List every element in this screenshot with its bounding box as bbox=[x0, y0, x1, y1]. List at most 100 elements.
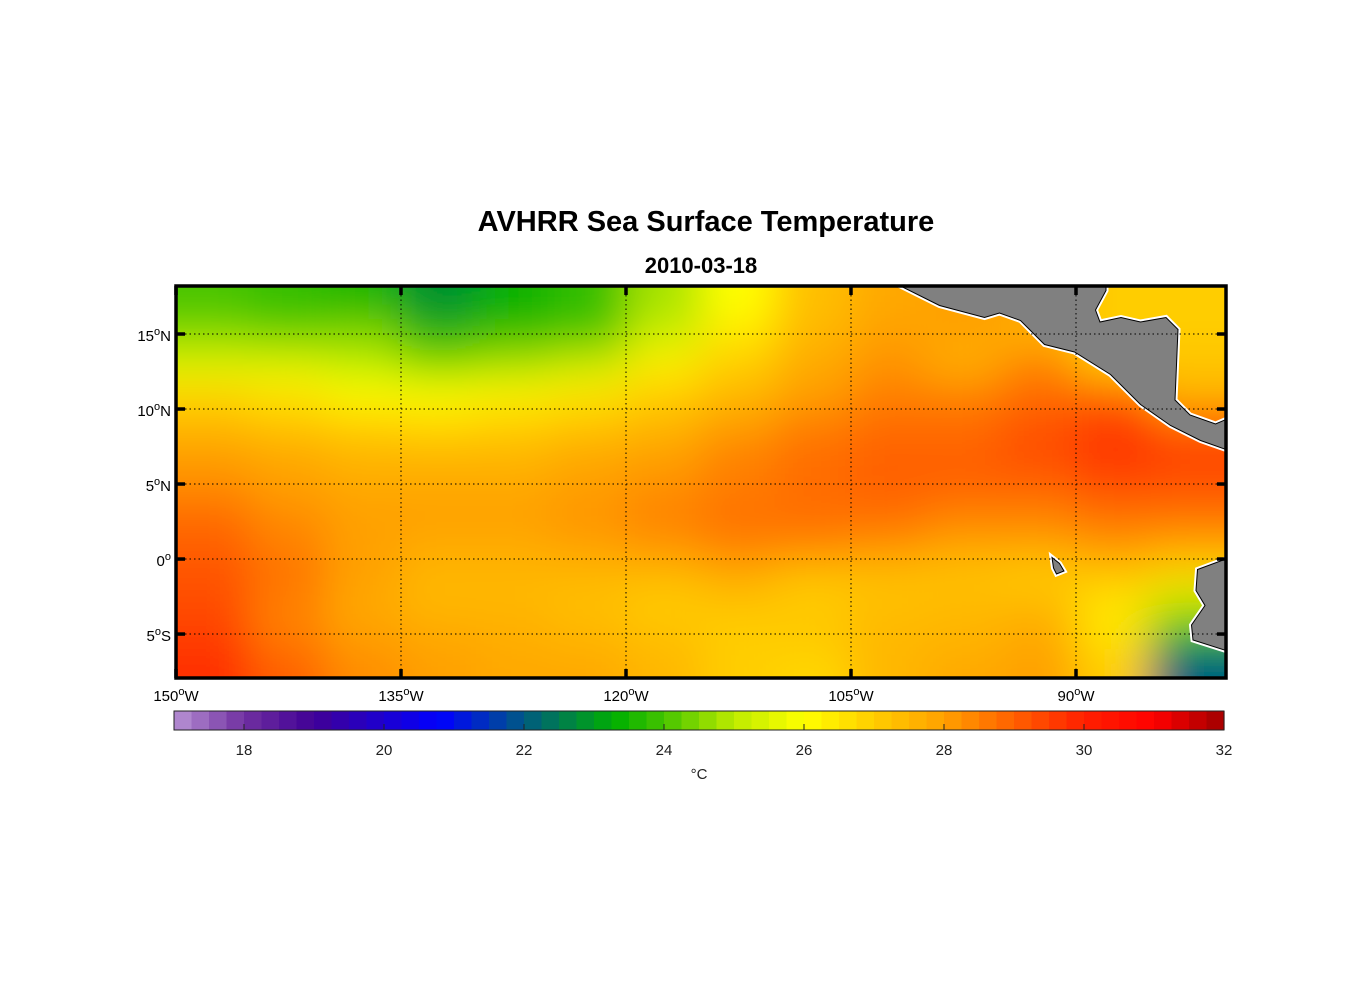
sst-cell bbox=[851, 319, 927, 351]
colorbar-swatch bbox=[996, 711, 1015, 730]
sst-cell bbox=[851, 649, 927, 678]
sst-cell bbox=[476, 499, 552, 531]
sst-cell bbox=[251, 286, 327, 321]
sst-cell bbox=[851, 349, 927, 381]
colorbar-swatch bbox=[209, 711, 228, 730]
sst-cell bbox=[251, 619, 327, 651]
sst-cell bbox=[326, 409, 402, 441]
sst-cell bbox=[701, 286, 777, 321]
colorbar-swatch bbox=[821, 711, 840, 730]
sst-cell bbox=[776, 649, 852, 678]
colorbar: 18 20 22 24 26 28 30 32 °C bbox=[173, 710, 1232, 783]
sst-cell bbox=[1076, 619, 1152, 651]
sst-cell bbox=[701, 649, 777, 678]
colorbar-swatch bbox=[786, 711, 805, 730]
sst-cell bbox=[1001, 499, 1077, 531]
colorbar-swatch bbox=[349, 711, 368, 730]
sst-cell bbox=[851, 529, 927, 561]
sst-cell bbox=[326, 499, 402, 531]
sst-cell bbox=[401, 529, 477, 561]
sst-cell bbox=[551, 319, 627, 351]
sst-cell bbox=[851, 619, 927, 651]
sst-cell bbox=[326, 379, 402, 411]
sst-cell bbox=[851, 439, 927, 471]
sst-field bbox=[176, 286, 1226, 678]
chart-title: AVHRR Sea Surface Temperature bbox=[477, 206, 935, 238]
sst-cell bbox=[926, 559, 1002, 591]
colorbar-swatch bbox=[384, 711, 403, 730]
sst-cell bbox=[776, 409, 852, 441]
colorbar-swatch bbox=[366, 711, 385, 730]
sst-cell bbox=[251, 439, 327, 471]
sst-cell bbox=[776, 319, 852, 351]
land-layer bbox=[896, 286, 1226, 654]
sst-cell bbox=[1001, 589, 1077, 621]
sst-cell bbox=[776, 499, 852, 531]
sst-cell bbox=[926, 439, 1002, 471]
colorbar-swatch bbox=[331, 711, 350, 730]
sst-cell bbox=[551, 409, 627, 441]
sst-cell bbox=[326, 589, 402, 621]
sst-cell bbox=[1001, 529, 1077, 561]
sst-cell bbox=[401, 319, 477, 351]
sst-cell bbox=[476, 379, 552, 411]
sst-cell bbox=[776, 286, 852, 321]
colorbar-swatch bbox=[1189, 711, 1208, 730]
colorbar-swatch bbox=[1154, 711, 1173, 730]
sst-cell bbox=[1151, 529, 1226, 561]
colorbar-swatch bbox=[716, 711, 735, 730]
sst-cell bbox=[176, 439, 252, 471]
colorbar-swatch bbox=[961, 711, 980, 730]
central-america-land bbox=[899, 286, 1226, 451]
sst-cell bbox=[926, 499, 1002, 531]
colorbar-swatch bbox=[261, 711, 280, 730]
sst-cell bbox=[626, 499, 702, 531]
colorbar-swatch bbox=[734, 711, 753, 730]
sst-cell bbox=[476, 619, 552, 651]
sst-cell bbox=[776, 349, 852, 381]
sst-cell bbox=[776, 559, 852, 591]
sst-cell bbox=[176, 529, 252, 561]
sst-cell bbox=[476, 439, 552, 471]
colorbar-swatch bbox=[401, 711, 420, 730]
sst-cell bbox=[1076, 499, 1152, 531]
y-tick-label: 5oS bbox=[147, 626, 171, 645]
colorbar-swatch bbox=[874, 711, 893, 730]
sst-cell bbox=[776, 589, 852, 621]
colorbar-swatch bbox=[314, 711, 333, 730]
colorbar-swatch bbox=[506, 711, 525, 730]
colorbar-tick-label: 26 bbox=[796, 742, 813, 759]
sst-cell bbox=[476, 349, 552, 381]
sst-cell bbox=[1001, 469, 1077, 501]
sst-cell bbox=[626, 349, 702, 381]
sst-cell bbox=[251, 349, 327, 381]
sst-cell bbox=[401, 349, 477, 381]
sst-cell bbox=[776, 379, 852, 411]
sst-cell bbox=[251, 649, 327, 678]
sst-cell bbox=[701, 559, 777, 591]
sst-cell bbox=[401, 439, 477, 471]
colorbar-swatch bbox=[559, 711, 578, 730]
sst-cell bbox=[251, 559, 327, 591]
x-tick-label: 135oW bbox=[378, 686, 424, 705]
sst-cell bbox=[1076, 559, 1152, 591]
sst-cell bbox=[551, 439, 627, 471]
sst-cell bbox=[1001, 439, 1077, 471]
sst-cell bbox=[401, 589, 477, 621]
sst-cell bbox=[476, 529, 552, 561]
sst-cell bbox=[326, 649, 402, 678]
x-tick-label: 120oW bbox=[603, 686, 649, 705]
sst-cell bbox=[701, 439, 777, 471]
colorbar-unit-label: °C bbox=[691, 766, 708, 783]
sst-cell bbox=[551, 529, 627, 561]
sst-cell bbox=[1076, 469, 1152, 501]
sst-cell bbox=[626, 529, 702, 561]
colorbar-swatch bbox=[244, 711, 263, 730]
sst-cell bbox=[626, 559, 702, 591]
sst-cell bbox=[326, 439, 402, 471]
colorbar-swatch bbox=[1206, 711, 1225, 730]
colorbar-swatch bbox=[489, 711, 508, 730]
sst-cell bbox=[701, 589, 777, 621]
sst-cell bbox=[776, 439, 852, 471]
colorbar-swatch bbox=[979, 711, 998, 730]
